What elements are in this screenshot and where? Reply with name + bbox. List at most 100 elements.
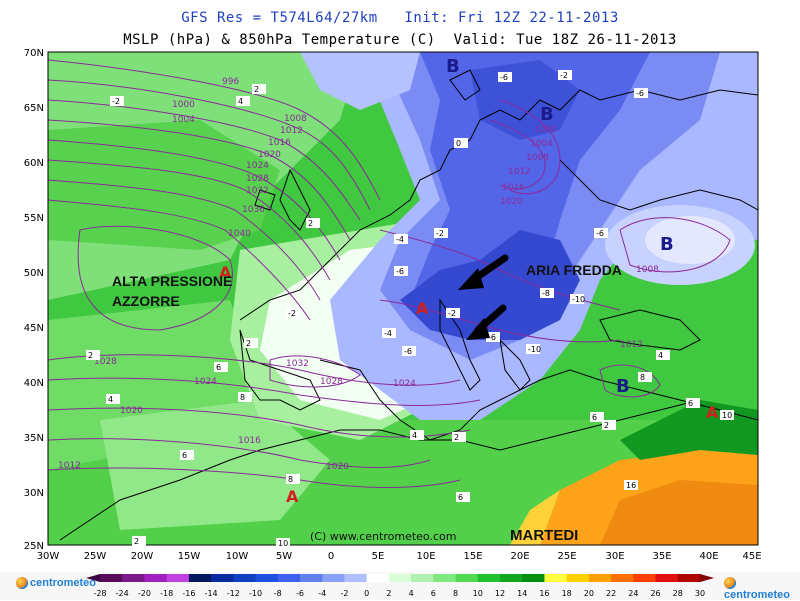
lat-label: 40N — [24, 378, 44, 389]
temp-label: 2 — [134, 537, 139, 546]
arrow-icon — [466, 304, 507, 340]
temp-label: -2 — [112, 97, 120, 106]
lon-label: 30W — [37, 551, 60, 562]
isobar-label: 1020 — [326, 462, 349, 472]
colorbar-label: -4 — [318, 589, 326, 598]
lon-label: 10E — [416, 551, 435, 562]
temp-label: 2 — [604, 421, 609, 430]
temp-label: 4 — [108, 395, 113, 404]
lat-label: 35N — [24, 433, 44, 444]
colorbar-swatch — [277, 574, 301, 582]
isobar-label: 1024 — [194, 377, 217, 387]
colorbar-label: 16 — [539, 589, 549, 598]
temp-label: 8 — [640, 373, 645, 382]
colorbar-label: 14 — [517, 589, 527, 598]
lat-label: 60N — [24, 158, 44, 169]
colorbar-swatch — [477, 574, 501, 582]
colorbar-label: -24 — [116, 589, 129, 598]
colorbar-swatch — [233, 574, 257, 582]
colorbar-label: 26 — [650, 589, 660, 598]
globe-icon — [16, 577, 28, 590]
isobar-label: 1000 — [172, 100, 195, 110]
high-pressure-marker: A — [706, 403, 719, 422]
lat-label: 45N — [24, 323, 44, 334]
temp-label: -10 — [528, 345, 541, 354]
azores-high-label-line1: ALTA PRESSIONE — [112, 273, 232, 289]
globe-icon — [724, 577, 736, 590]
colorbar-swatch — [344, 574, 368, 582]
temp-label: -2 — [560, 71, 568, 80]
lon-label: 15E — [463, 551, 482, 562]
high-pressure-marker: A — [416, 299, 429, 318]
low-pressure-marker: B — [446, 56, 460, 77]
lat-label: 30N — [24, 488, 44, 499]
colorbar-swatch — [100, 574, 123, 582]
isobar-label: 1012 — [58, 461, 81, 471]
lon-label: 5W — [276, 551, 292, 562]
centrometeo-logo-left: centrometeo — [16, 577, 96, 590]
temp-label: 4 — [658, 351, 663, 360]
colorbar — [86, 574, 714, 582]
temp-label: 2 — [254, 85, 259, 94]
credit-label: (C) www.centrometeo.com — [310, 530, 456, 543]
colorbar-label: 22 — [606, 589, 616, 598]
day-label: MARTEDI — [510, 527, 578, 544]
lat-label: 70N — [24, 48, 44, 59]
lon-label: 5E — [372, 551, 385, 562]
temp-label: -6 — [596, 229, 604, 238]
temp-label: -4 — [384, 329, 392, 338]
temp-label: 8 — [288, 475, 293, 484]
colorbar-label: 28 — [673, 589, 683, 598]
isobar-label: 1020 — [120, 406, 143, 416]
isobar-label: 1016 — [502, 183, 525, 193]
isobar-label: 1016 — [238, 436, 261, 446]
temp-label: 6 — [458, 493, 463, 502]
temp-label: 10 — [278, 539, 288, 548]
temp-label: 16 — [626, 481, 636, 490]
colorbar-label: -20 — [138, 589, 151, 598]
cold-air-label: ARIA FREDDA — [526, 262, 622, 278]
colorbar-label: -16 — [182, 589, 195, 598]
isobar-label: 1004 — [172, 115, 195, 125]
cold-air-arrows — [458, 254, 509, 340]
colorbar-label: 4 — [409, 589, 414, 598]
colorbar-max-arrow — [700, 574, 714, 582]
colorbar-swatch — [144, 574, 168, 582]
temp-label: 8 — [240, 393, 245, 402]
lat-label: 50N — [24, 268, 44, 279]
colorbar-swatch — [522, 574, 545, 582]
high-pressure-marker: A — [219, 263, 232, 282]
high-pressure-marker: A — [286, 487, 299, 506]
colorbar-label: -2 — [340, 589, 348, 598]
isobar-label: 1020 — [258, 150, 281, 160]
isobar-label: 1020 — [500, 197, 523, 207]
isobar-label: 1000 — [534, 125, 557, 135]
lon-label: 25W — [84, 551, 107, 562]
isobar-label: 1012 — [620, 340, 643, 350]
temp-label: -6 — [636, 89, 644, 98]
lat-label: 25N — [24, 541, 44, 552]
temp-label: -2 — [448, 309, 456, 318]
colorbar-swatch — [388, 574, 412, 582]
colorbar-label: -14 — [205, 589, 218, 598]
pressure-centers: B B B B A A A A — [219, 56, 719, 506]
temp-label: -6 — [488, 333, 496, 342]
colorbar-swatch — [566, 574, 590, 582]
temp-label: 6 — [592, 413, 597, 422]
lon-label: 0 — [328, 551, 334, 562]
lat-label: 65N — [24, 103, 44, 114]
isobar-label: 1024 — [246, 161, 269, 171]
temp-label: -2 — [436, 229, 444, 238]
colorbar-labels: -28 -24 -20 -18 -16 -14 -12 -10 -8 -6 -4 -2 0 2 4 6 8 10 1… — [93, 589, 705, 598]
temp-label: 6 — [216, 363, 221, 372]
colorbar-swatch — [633, 574, 657, 582]
lon-label: 40E — [699, 551, 718, 562]
isobar-label: 996 — [222, 77, 239, 87]
colorbar-label: 30 — [695, 589, 705, 598]
colorbar-label: -6 — [296, 589, 304, 598]
colorbar-label: 18 — [562, 589, 572, 598]
temp-label: -6 — [500, 73, 508, 82]
isobar-label: 1024 — [393, 379, 416, 389]
lon-label: 25E — [557, 551, 576, 562]
